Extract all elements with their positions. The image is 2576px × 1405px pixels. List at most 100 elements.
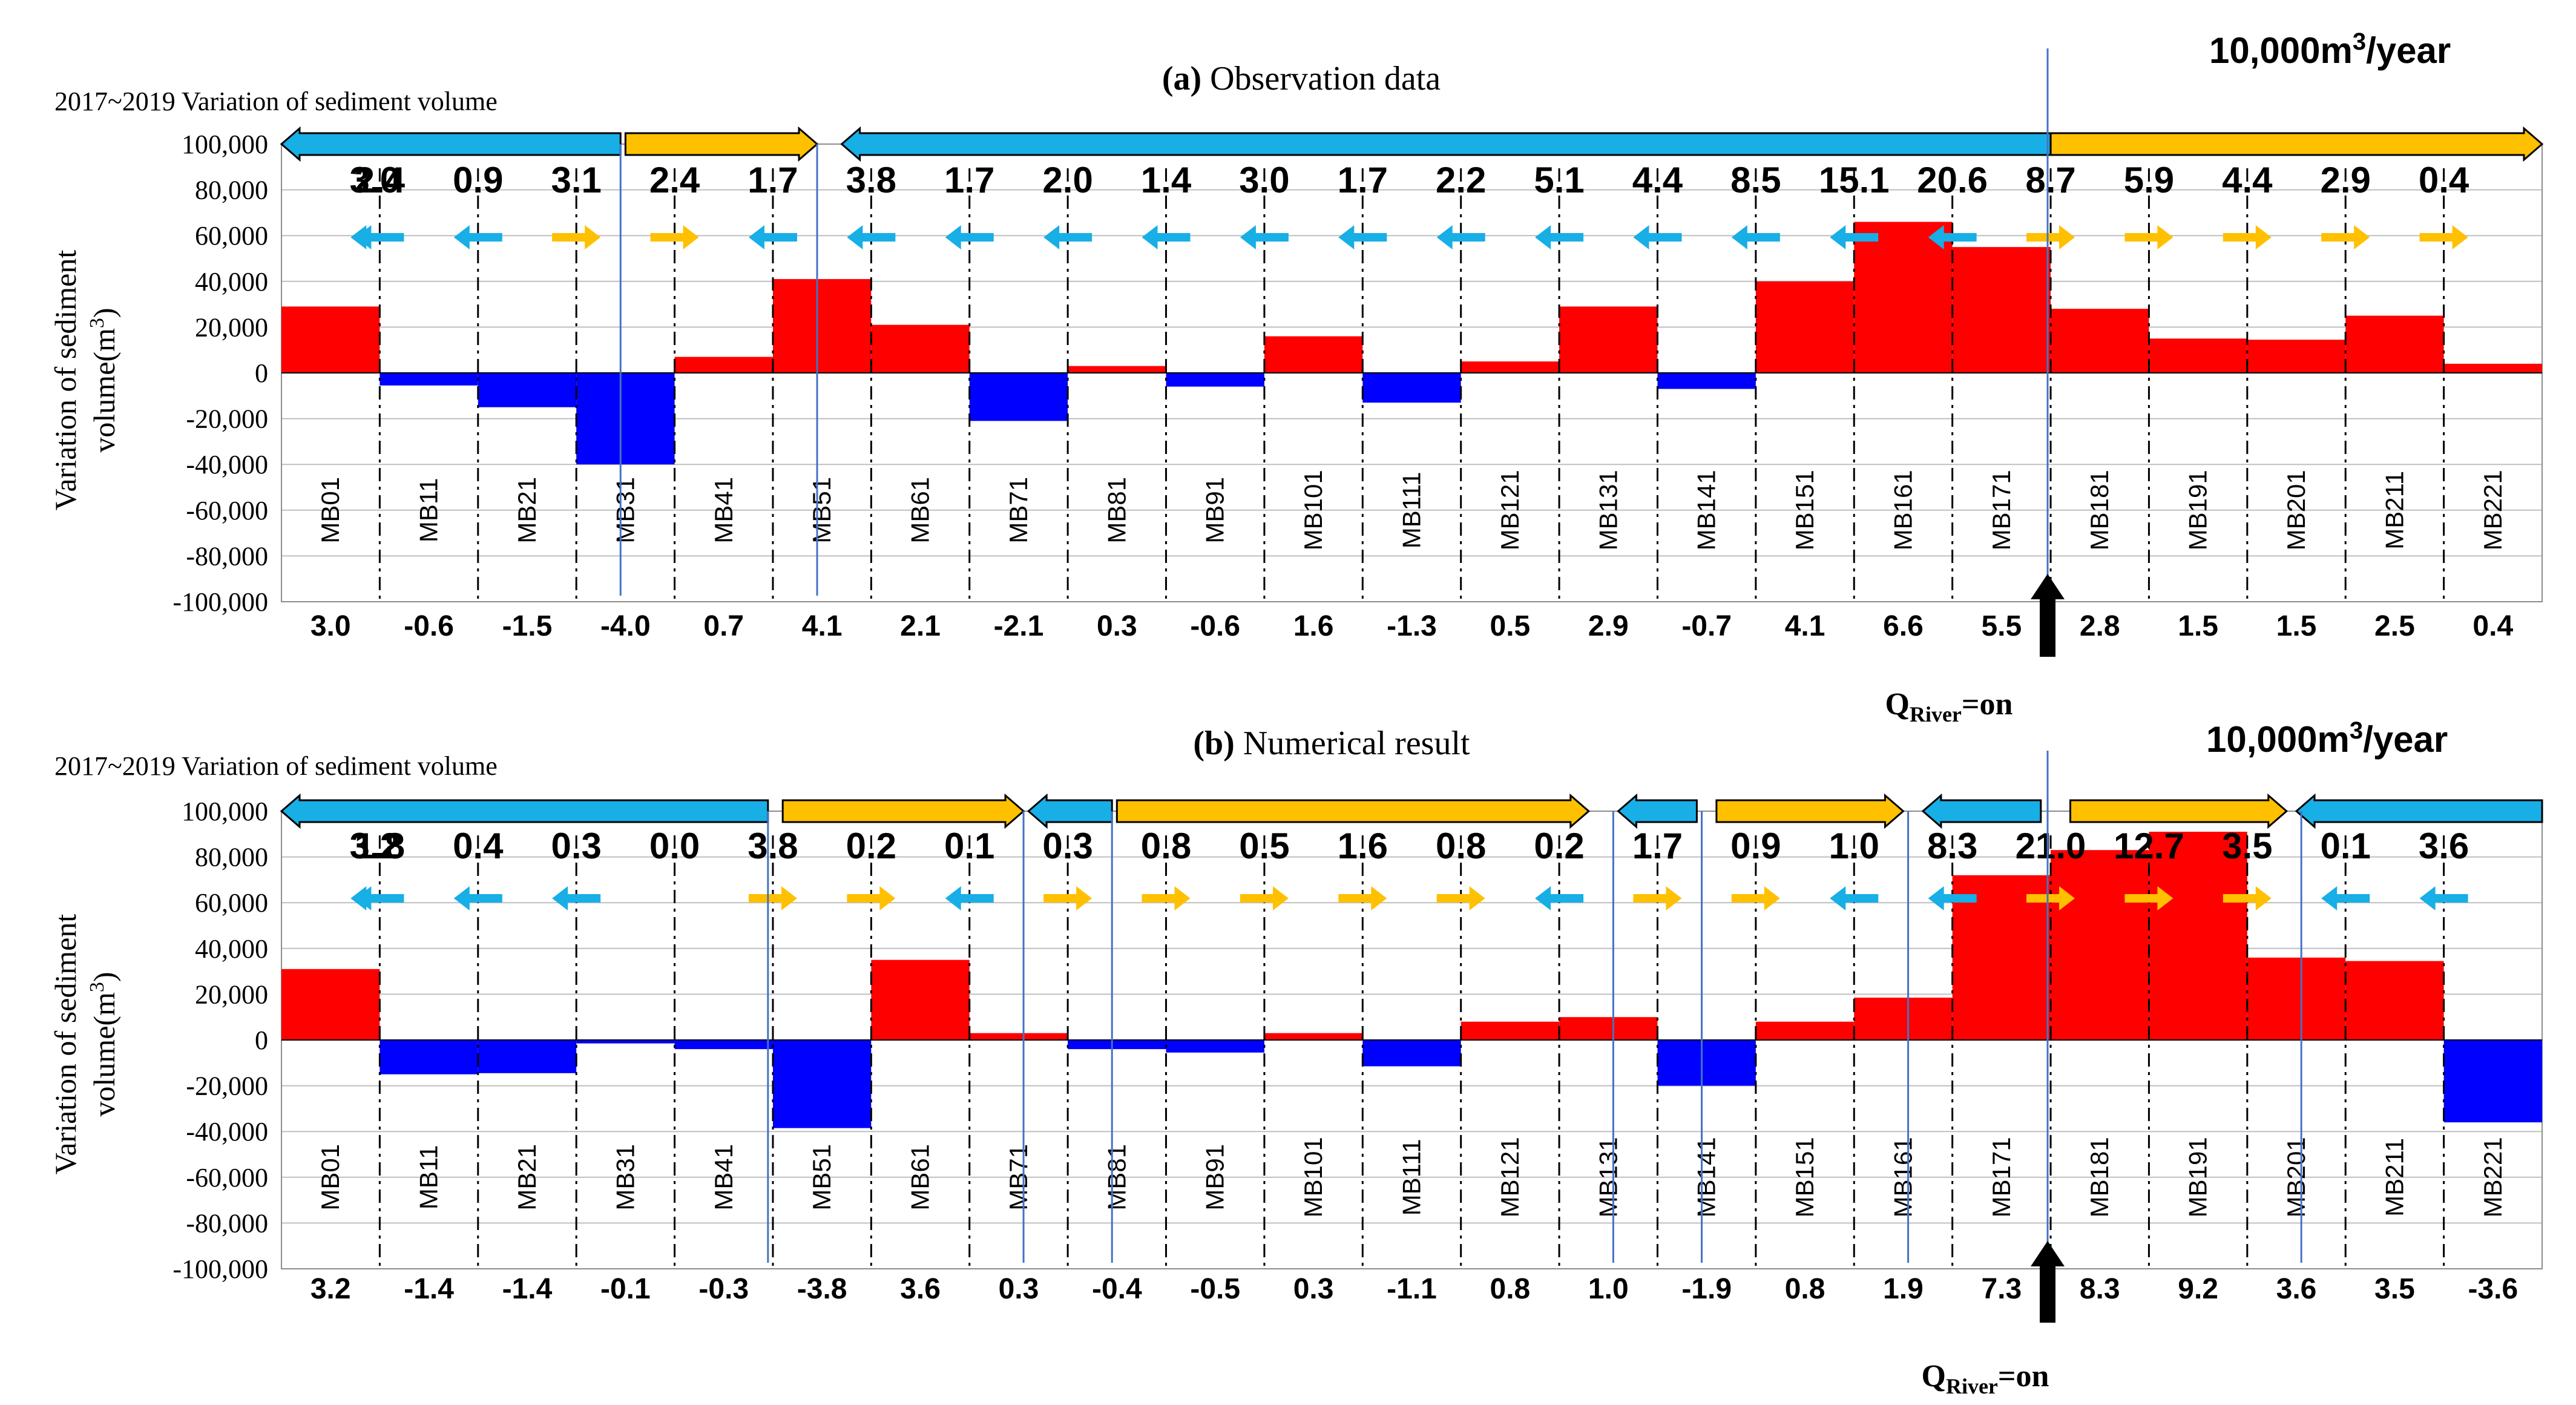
panel-a-value-label: 4.1 (802, 610, 843, 642)
panel-a-transport-arrow-right (2223, 225, 2272, 249)
panel-b-transport-arrow-left (355, 886, 404, 910)
panel-a-transport-label: 8.7 (2025, 160, 2075, 200)
panel-a-y-tick-label: 60,000 (195, 221, 268, 251)
panel-b-bar (1657, 1040, 1756, 1086)
panel-b-value-label: -0.3 (698, 1273, 749, 1305)
panel-a-transport-arrow-left (1240, 225, 1289, 249)
panel-a-transport-label: 1.7 (944, 160, 994, 200)
panel-b-category-label: MB181 (2085, 1137, 2114, 1217)
panel-a-bar (478, 373, 577, 407)
panel-a-bar (772, 279, 872, 373)
panel-a-transport-arrow-left (1142, 225, 1191, 249)
panel-a-bar (1362, 373, 1461, 403)
panel-a-category-label: MB101 (1299, 470, 1327, 550)
panel-a-transport-label: 1.7 (748, 160, 798, 200)
panel-a-value-label: 2.5 (2374, 610, 2415, 642)
panel-a-bar (2149, 338, 2247, 373)
panel-a-transport-arrow-left (1436, 225, 1485, 249)
panel-b-transport-label: 3.2 (350, 826, 400, 866)
panel-b-category-label: MB31 (611, 1144, 639, 1211)
panel-b-transport-arrow-right (2124, 886, 2174, 910)
panel-a-transport-arrow-right (2321, 225, 2370, 249)
panel-a-transport-arrow-left (847, 225, 896, 249)
panel-b-bar (1755, 1021, 1855, 1040)
panel-b-y-tick-label: -60,000 (186, 1163, 268, 1193)
panel-b-bar (1460, 1021, 1560, 1040)
panel-a-category-label: MB161 (1888, 470, 1917, 550)
panel-a-bar (2443, 363, 2542, 373)
panel-b-bar (1854, 998, 1953, 1040)
panel-a-bar (969, 373, 1068, 421)
panel-b-transport-arrow-left (453, 886, 502, 910)
panel-numerical: 2017~2019 Variation of sediment volume (… (48, 717, 2543, 1398)
panel-a-transport-arrow-left (1928, 225, 1977, 249)
panel-a-bar (2247, 340, 2346, 373)
panel-b-value-label: 7.3 (1981, 1273, 2022, 1305)
panel-a-value-label: 1.5 (2276, 610, 2317, 642)
panel-b-transport-label: 0.2 (1534, 826, 1584, 866)
panel-b-category-label: MB71 (1004, 1144, 1033, 1211)
panel-a-transport-arrow-left (748, 225, 797, 249)
panel-b-trend-arrow-left (1027, 793, 1113, 829)
panel-a-transport-label: 0.4 (2419, 160, 2469, 200)
panel-a-bar (1068, 366, 1166, 373)
panel-b-value-label: 3.6 (900, 1273, 941, 1305)
panel-b-category-label: MB121 (1496, 1137, 1524, 1217)
panel-a-category-label: MB51 (807, 477, 836, 544)
panel-a-value-label: -0.6 (1190, 610, 1240, 642)
panel-a-bar (281, 306, 380, 373)
panel-b-transport-arrow-right (1338, 886, 1387, 910)
panel-b-unit-label: 10,000m3/year (2206, 717, 2448, 760)
panel-a-transport-arrow-right (2124, 225, 2174, 249)
panel-a-transport-label: 0.9 (453, 160, 503, 200)
panel-b-transport-label: 1.8 (355, 826, 405, 866)
panel-b-value-label: -0.4 (1092, 1273, 1142, 1305)
panel-b-transport-label: 1.6 (1338, 826, 1388, 866)
panel-a-river-inflow-arrow (2031, 574, 2065, 657)
panel-b-transport-label: 0.2 (846, 826, 896, 866)
panel-a-trend-arrow-right (2049, 126, 2544, 162)
panel-b-transport-arrow-right (1142, 886, 1191, 910)
panel-a-value-label: 5.5 (1981, 610, 2022, 642)
panel-b-value-label: -3.8 (797, 1273, 847, 1305)
panel-b-bar (772, 1040, 872, 1128)
panel-b-transport-arrow-left (1535, 886, 1584, 910)
panel-b-value-label: 0.3 (1293, 1273, 1334, 1305)
panel-b-transport-label: 0.9 (1730, 826, 1781, 866)
panel-a-bar (1755, 281, 1855, 373)
panel-a-category-label: MB221 (2479, 470, 2507, 550)
panel-b-category-label: MB131 (1594, 1137, 1622, 1217)
panel-b-category-label: MB171 (1987, 1137, 2016, 1217)
panel-a-unit-label: 10,000m3/year (2209, 28, 2451, 71)
panel-b-trend-arrow-right (781, 793, 1025, 829)
panel-a-bar (380, 373, 478, 386)
panel-a-bar (1559, 306, 1658, 373)
panel-a-transport-label: 2.2 (1436, 160, 1486, 200)
panel-b-bar (2149, 832, 2247, 1040)
panel-a-transport-label: 3.0 (1239, 160, 1289, 200)
panel-a-transport-arrow-left (453, 225, 502, 249)
panel-b-value-label: 1.9 (1883, 1273, 1924, 1305)
panel-b-transport-label: 0.8 (1141, 826, 1191, 866)
panel-a-category-label: MB111 (1398, 472, 1426, 548)
panel-a-value-label: -1.3 (1387, 610, 1437, 642)
panel-a-transport-arrow-left (1731, 225, 1780, 249)
panel-a-y-tick-label: 0 (255, 358, 268, 388)
panel-b-trend-arrow-left (2295, 793, 2543, 829)
panel-a-transport-arrow-left (1338, 225, 1387, 249)
panel-a-bar (1952, 247, 2051, 373)
panel-a-transport-arrow-left (1043, 225, 1092, 249)
panel-a-transport-label: 1.7 (1338, 160, 1388, 200)
panel-b-transport-label: 0.3 (1042, 826, 1092, 866)
panel-a-category-label: MB121 (1496, 470, 1524, 550)
panel-b-category-label: MB201 (2282, 1137, 2310, 1217)
panel-a-bar (2051, 309, 2149, 373)
panel-b-trend-arrow-left (280, 793, 769, 829)
panel-a-category-label: MB21 (513, 477, 541, 544)
panel-b-value-label: 0.8 (1490, 1273, 1531, 1305)
panel-a-transport-arrow-left (1535, 225, 1584, 249)
panel-b-transport-arrow-right (748, 886, 797, 910)
panel-b-bar (1952, 875, 2051, 1040)
panel-a-category-label: MB141 (1692, 470, 1721, 550)
panel-b-value-label: -1.9 (1681, 1273, 1732, 1305)
